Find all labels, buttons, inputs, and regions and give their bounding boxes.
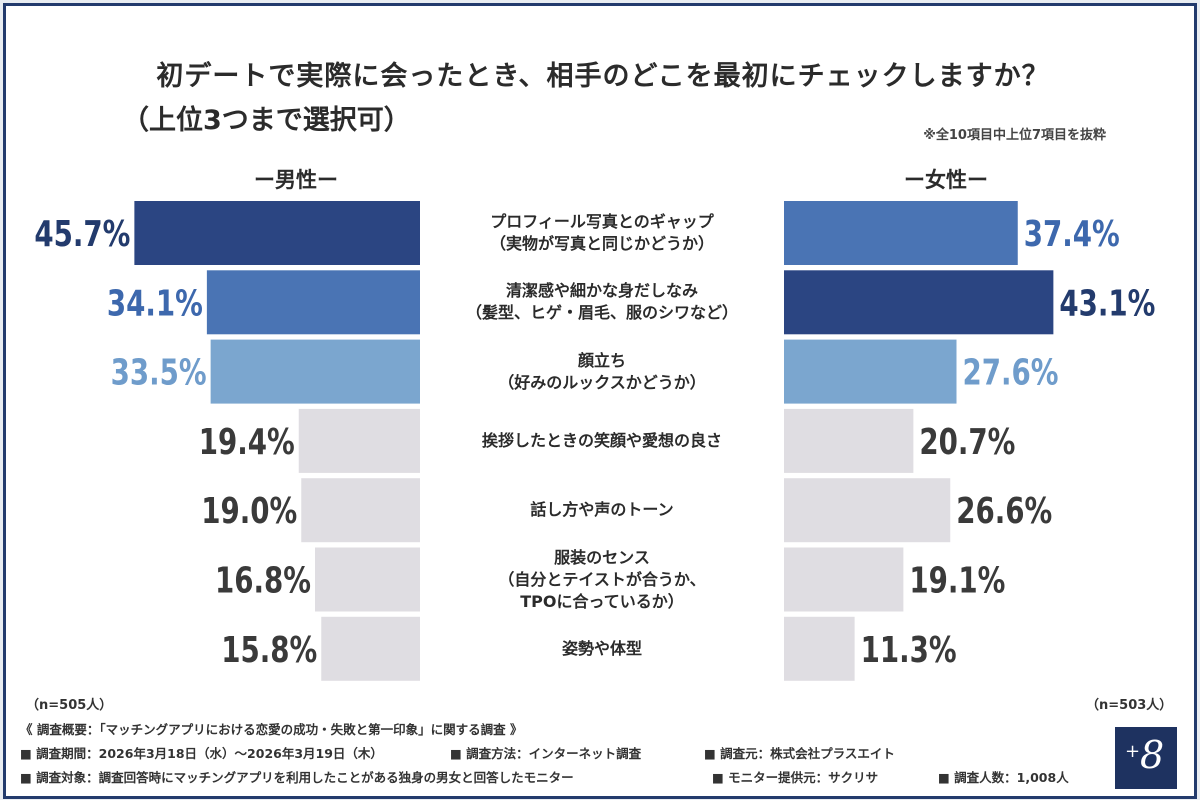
category-label-line: プロフィール写真とのギャップ: [490, 212, 714, 231]
female-value-label: 11.3%: [861, 630, 957, 671]
male-header: ー男性ー: [254, 168, 338, 192]
category-label-line: （髪型、ヒゲ・眉毛、服のシワなど）: [465, 303, 738, 323]
female-value-label: 26.6%: [956, 491, 1052, 532]
male-value-label: 19.0%: [201, 491, 297, 532]
male-value-label: 16.8%: [215, 561, 311, 602]
survey-method: ■ 調査方法：インターネット調査: [450, 746, 642, 761]
male-value-label: 33.5%: [111, 353, 207, 394]
male-value-label: 15.8%: [221, 630, 317, 671]
survey-count: ■ 調査人数：1,008人: [938, 770, 1069, 785]
male-bar: [301, 478, 420, 543]
female-bar: [784, 408, 914, 473]
male-value-label: 34.1%: [107, 283, 203, 324]
logo-eight: 8: [1140, 733, 1165, 777]
survey-target: ■ 調査対象：調査回答時にマッチングアプリを利用したことがある独身の男女と回答し…: [20, 770, 574, 785]
survey-organizer: ■ 調査元：株式会社プラスエイト: [704, 746, 895, 761]
male-bar: [315, 547, 420, 612]
survey-period: ■ 調査期間：2026年3月18日（水）～2026年3月19日（木）: [20, 746, 383, 761]
category-label: 顔立ち （好みのルックスかどうか）: [432, 350, 772, 394]
female-bar: [784, 547, 904, 612]
monitor-provider: ■ モニター提供元：サクリサ: [712, 770, 879, 785]
male-value-label: 45.7%: [34, 214, 130, 255]
female-bar: [784, 339, 957, 404]
female-bar: [784, 270, 1054, 335]
excerpt-note: ※全10項目中上位7項目を抜粋: [923, 128, 1106, 143]
female-bar: [784, 616, 855, 681]
category-label-line: 清潔感や細かな身だしなみ: [505, 281, 698, 301]
female-value-label: 43.1%: [1059, 283, 1155, 324]
survey-summary-title: 《 調査概要：「マッチングアプリにおける恋愛の成功・失敗と第一印象」に関する調査…: [20, 722, 523, 737]
female-bar: [784, 478, 951, 543]
category-label-line: 顔立ち: [577, 350, 626, 370]
female-sample-size: （n=503人）: [1086, 698, 1173, 713]
category-label-line: TPOに合っているか）: [520, 591, 684, 611]
plus-eight-logo: + 8: [1115, 727, 1177, 789]
male-bar: [206, 270, 420, 335]
category-label: 挨拶したときの笑顔や愛想の良さ: [432, 430, 772, 452]
survey-summary-line2: ■ 調査期間：2026年3月18日（水）～2026年3月19日（木） ■ 調査方法…: [20, 742, 1069, 766]
chart-title: 初デートで実際に会ったとき、相手のどこを最初にチェックしますか？: [156, 61, 1050, 92]
female-value-label: 27.6%: [963, 353, 1059, 394]
category-label-line: 話し方や声のトーン: [530, 500, 674, 520]
male-value-label: 19.4%: [199, 422, 295, 463]
category-label-line: 挨拶したときの笑顔や愛想の良さ: [481, 430, 722, 450]
female-value-label: 20.7%: [919, 422, 1015, 463]
logo-plus: +: [1125, 741, 1141, 762]
male-bar: [298, 408, 420, 473]
male-bar: [321, 616, 420, 681]
butterfly-bar-chart: 45.7% 37.4% 34.1% 43.1% 33.5% 27.6% 19.4% 20.7%…: [34, 201, 1155, 681]
male-bar: [210, 339, 420, 404]
category-label: 服装のセンス （自分とテイストが合うか、 TPOに合っているか）: [432, 547, 772, 613]
category-label: 話し方や声のトーン: [432, 499, 772, 521]
male-sample-size: （n=505人）: [26, 698, 113, 713]
category-label: プロフィール写真とのギャップ （実物が写真と同じかどうか）: [432, 211, 772, 255]
category-label-line: 姿勢や体型: [561, 638, 642, 658]
category-label-line: （好みのルックスかどうか）: [498, 372, 706, 392]
category-label: 清潔感や細かな身だしなみ （髪型、ヒゲ・眉毛、服のシワなど）: [432, 280, 772, 324]
category-label-line: 服装のセンス: [554, 547, 650, 567]
female-value-label: 37.4%: [1024, 214, 1120, 255]
male-bar: [134, 201, 420, 265]
category-label-line: （自分とテイストが合うか、: [498, 569, 706, 589]
female-value-label: 19.1%: [909, 561, 1005, 602]
category-label-line: （実物が写真と同じかどうか）: [489, 234, 714, 253]
survey-summary-line3: ■ 調査対象：調査回答時にマッチングアプリを利用したことがある独身の男女と回答し…: [20, 766, 1069, 790]
survey-summary: 《 調査概要：「マッチングアプリにおける恋愛の成功・失敗と第一印象」に関する調査…: [20, 718, 1069, 790]
infographic-frame: 初デートで実際に会ったとき、相手のどこを最初にチェックしますか？ （上位3つまで…: [3, 3, 1197, 799]
chart-subtitle: （上位3つまで選択可）: [122, 105, 411, 136]
female-header: ー女性ー: [904, 168, 988, 192]
category-label: 姿勢や体型: [432, 638, 772, 660]
female-bar: [784, 201, 1018, 265]
